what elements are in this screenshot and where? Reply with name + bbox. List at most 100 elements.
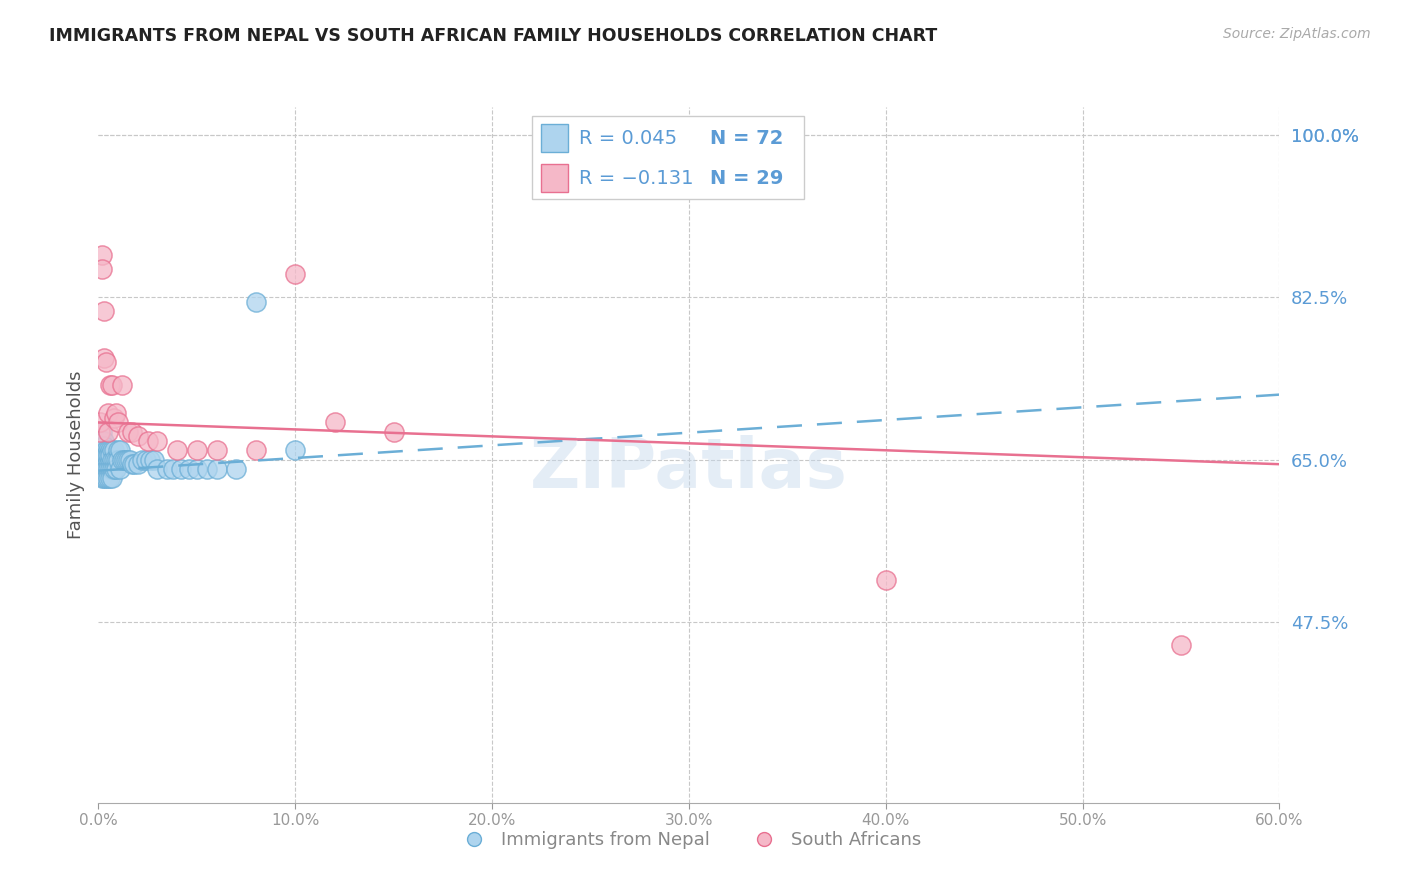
Point bbox=[96, 448, 118, 462]
Point bbox=[170, 462, 193, 476]
Point bbox=[284, 267, 307, 281]
Point bbox=[89, 425, 111, 439]
Point bbox=[97, 452, 120, 467]
Point bbox=[205, 462, 228, 476]
Point bbox=[93, 304, 115, 318]
Point bbox=[105, 462, 128, 476]
Point bbox=[127, 457, 149, 471]
Point bbox=[93, 448, 115, 462]
Point bbox=[195, 462, 218, 476]
Text: ZIPatlas: ZIPatlas bbox=[530, 435, 848, 502]
Point bbox=[205, 443, 228, 458]
Point bbox=[131, 452, 153, 467]
Point bbox=[107, 416, 129, 430]
Point bbox=[111, 452, 134, 467]
Point bbox=[107, 443, 129, 458]
Point bbox=[91, 462, 114, 476]
Point bbox=[96, 462, 118, 476]
Point bbox=[98, 378, 121, 392]
Point bbox=[93, 439, 115, 453]
Point bbox=[91, 448, 114, 462]
Y-axis label: Family Households: Family Households bbox=[66, 371, 84, 539]
Point bbox=[93, 443, 115, 458]
Point bbox=[105, 452, 128, 467]
Point bbox=[93, 351, 115, 365]
Point bbox=[91, 443, 114, 458]
Point bbox=[117, 452, 139, 467]
Point bbox=[117, 425, 139, 439]
Point bbox=[98, 462, 121, 476]
Point bbox=[121, 425, 143, 439]
Point bbox=[135, 452, 157, 467]
Point bbox=[89, 416, 111, 430]
Point bbox=[136, 434, 159, 448]
Point bbox=[97, 448, 120, 462]
Point bbox=[127, 429, 149, 443]
Point bbox=[112, 452, 135, 467]
Point bbox=[186, 443, 208, 458]
Point bbox=[97, 471, 120, 485]
Point bbox=[101, 462, 124, 476]
Point bbox=[93, 434, 115, 448]
Point bbox=[875, 573, 897, 587]
Point bbox=[382, 425, 405, 439]
Point bbox=[96, 355, 118, 369]
Point bbox=[103, 452, 125, 467]
Legend: Immigrants from Nepal, South Africans: Immigrants from Nepal, South Africans bbox=[449, 824, 929, 856]
Point bbox=[245, 443, 267, 458]
Point bbox=[105, 406, 128, 420]
Point bbox=[96, 471, 118, 485]
Point bbox=[91, 425, 114, 439]
Point bbox=[91, 248, 114, 262]
Point bbox=[245, 294, 267, 309]
Point bbox=[93, 462, 115, 476]
Point bbox=[103, 410, 125, 425]
Point bbox=[146, 434, 169, 448]
Point bbox=[108, 462, 131, 476]
Point bbox=[186, 462, 208, 476]
Point bbox=[118, 452, 141, 467]
Point bbox=[122, 457, 145, 471]
Point bbox=[121, 457, 143, 471]
Point bbox=[115, 452, 138, 467]
Point bbox=[111, 378, 134, 392]
Point bbox=[91, 434, 114, 448]
Point bbox=[91, 439, 114, 453]
Point bbox=[108, 443, 131, 458]
Point bbox=[91, 262, 114, 277]
Point bbox=[89, 434, 111, 448]
Point bbox=[89, 462, 111, 476]
Point bbox=[93, 471, 115, 485]
Point bbox=[98, 471, 121, 485]
Point bbox=[284, 443, 307, 458]
Point bbox=[98, 443, 121, 458]
Point bbox=[323, 416, 346, 430]
Point bbox=[156, 462, 179, 476]
Point bbox=[1170, 638, 1192, 652]
Point bbox=[103, 443, 125, 458]
Point bbox=[89, 452, 111, 467]
Point bbox=[97, 443, 120, 458]
Point bbox=[91, 471, 114, 485]
Point bbox=[107, 452, 129, 467]
Point bbox=[101, 471, 124, 485]
Text: Source: ZipAtlas.com: Source: ZipAtlas.com bbox=[1223, 27, 1371, 41]
Point bbox=[101, 452, 124, 467]
Point bbox=[97, 406, 120, 420]
Text: IMMIGRANTS FROM NEPAL VS SOUTH AFRICAN FAMILY HOUSEHOLDS CORRELATION CHART: IMMIGRANTS FROM NEPAL VS SOUTH AFRICAN F… bbox=[49, 27, 938, 45]
Point bbox=[162, 462, 184, 476]
Point bbox=[93, 452, 115, 467]
Point bbox=[89, 443, 111, 458]
Point bbox=[91, 452, 114, 467]
Point bbox=[96, 452, 118, 467]
Point bbox=[166, 443, 188, 458]
Point bbox=[89, 457, 111, 471]
Point bbox=[101, 443, 124, 458]
Point bbox=[98, 452, 121, 467]
Point bbox=[177, 462, 200, 476]
Point bbox=[97, 462, 120, 476]
Point bbox=[89, 448, 111, 462]
Point bbox=[96, 443, 118, 458]
Point bbox=[142, 452, 165, 467]
Point bbox=[101, 378, 124, 392]
